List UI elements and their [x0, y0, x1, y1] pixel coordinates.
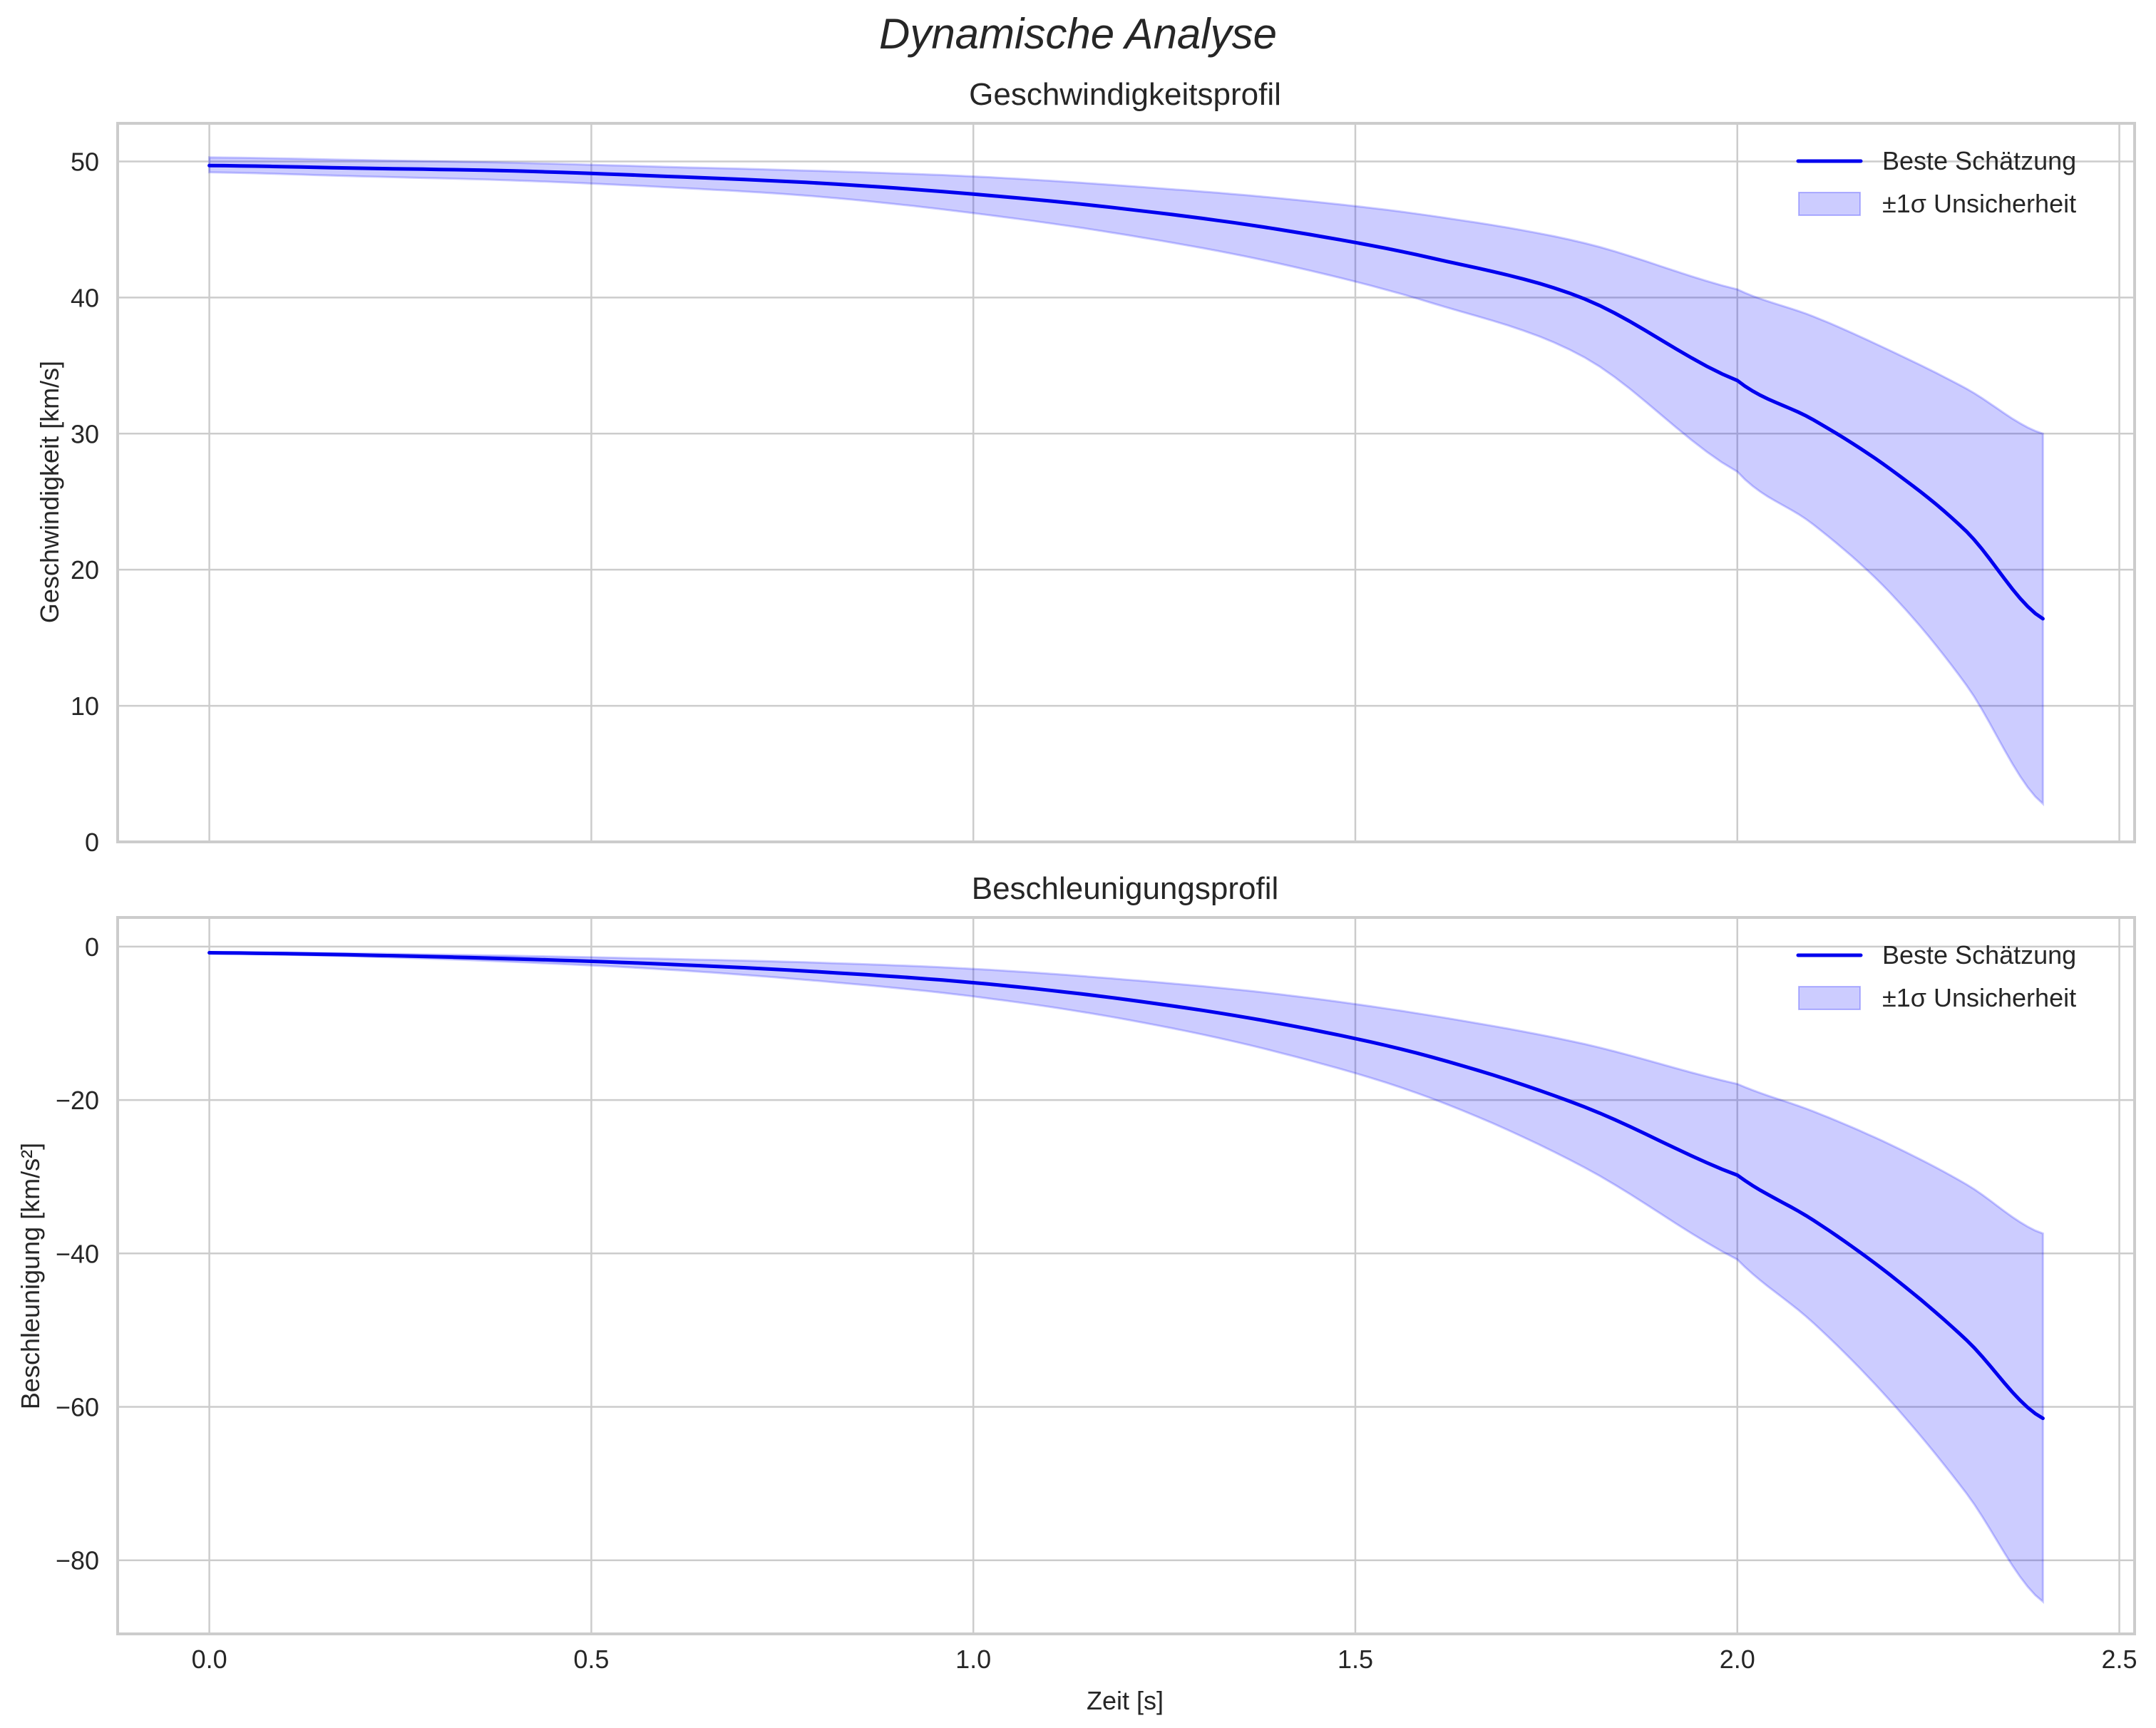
- acceleration-y-ticks: 0 −20 −40 −60 −80: [56, 932, 99, 1575]
- acceleration-uncertainty-band: [208, 950, 2044, 1605]
- velocity-uncertainty-band: [208, 156, 2044, 806]
- x-axis-ticks: 0.0 0.5 1.0 1.5 2.0 2.5: [192, 1645, 2137, 1674]
- legend-band-swatch-icon: [1798, 986, 1861, 1010]
- y-tick-label: 40: [71, 283, 99, 312]
- x-tick-label: 0.0: [192, 1645, 227, 1674]
- velocity-axes-frame: [116, 122, 2136, 843]
- acceleration-grid: [118, 917, 2135, 1634]
- legend-entry-uncertainty: ±1σ Unsicherheit: [1882, 983, 2076, 1012]
- velocity-best-estimate-line: [207, 163, 2045, 621]
- velocity-y-ticks: 0 10 20 30 40 50: [71, 147, 99, 857]
- acceleration-subplot-title: Beschleunigungsprofil: [972, 871, 1279, 906]
- x-tick-label: 1.0: [955, 1645, 991, 1674]
- x-axis-label: Zeit [s]: [1087, 1686, 1164, 1715]
- x-tick-label: 2.0: [1720, 1645, 1755, 1674]
- legend-entry-best-estimate: Beste Schätzung: [1882, 940, 2076, 970]
- y-tick-label: 20: [71, 555, 99, 585]
- y-tick-label: 50: [71, 147, 99, 176]
- acceleration-axes: Beschleunigungsprofil 0 −20 −40 −60 −80 Besc…: [16, 871, 2137, 1715]
- acceleration-axes-frame: [116, 916, 2136, 1635]
- y-tick-label: −40: [56, 1239, 99, 1268]
- velocity-axes: Geschwindigkeitsprofil 0 10 20 30 40 50 Gesch…: [35, 77, 2136, 857]
- figure-suptitle: Dynamische Analyse: [879, 10, 1277, 58]
- y-tick-label: −20: [56, 1086, 99, 1115]
- legend-entry-uncertainty: ±1σ Unsicherheit: [1882, 189, 2076, 218]
- x-tick-label: 0.5: [573, 1645, 609, 1674]
- y-tick-label: 10: [71, 691, 99, 721]
- velocity-legend: Beste Schätzung ±1σ Unsicherheit: [1796, 146, 2076, 218]
- y-tick-label: 30: [71, 419, 99, 448]
- acceleration-y-axis-label: Beschleunigung [km/s²]: [16, 1143, 45, 1409]
- x-tick-label: 1.5: [1338, 1645, 1373, 1674]
- x-tick-label: 2.5: [2102, 1645, 2137, 1674]
- velocity-y-axis-label: Geschwindigkeit [km/s]: [35, 361, 64, 623]
- y-tick-label: 0: [85, 828, 99, 857]
- y-tick-label: −80: [56, 1546, 99, 1575]
- y-tick-label: 0: [85, 932, 99, 962]
- legend-band-swatch-icon: [1798, 192, 1861, 216]
- acceleration-best-estimate-line: [207, 951, 2045, 1421]
- acceleration-legend: Beste Schätzung ±1σ Unsicherheit: [1796, 940, 2076, 1012]
- legend-entry-best-estimate: Beste Schätzung: [1882, 146, 2076, 175]
- y-tick-label: −60: [56, 1392, 99, 1421]
- velocity-subplot-title: Geschwindigkeitsprofil: [969, 77, 1281, 112]
